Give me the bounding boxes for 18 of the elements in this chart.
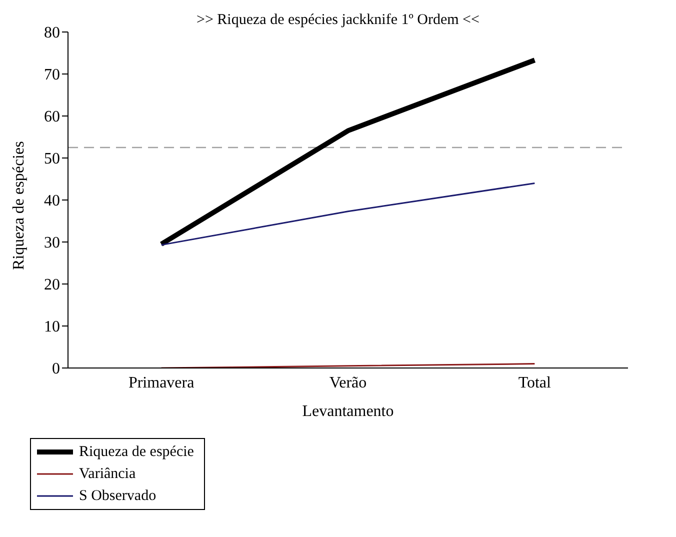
x-tick-label: Verão [329,374,367,392]
y-tick-label: 80 [44,24,60,42]
x-tick-label: Total [518,374,552,392]
x-tick-label: Primavera [128,374,194,392]
y-tick-label: 70 [44,66,60,84]
x-axis-title: Levantamento [302,403,394,420]
y-tick-label: 0 [52,360,60,378]
y-tick-label: 40 [44,192,60,210]
legend-label: Riqueza de espécie [79,444,194,460]
chart-title: >> Riqueza de espécies jackknife 1º Ordem << [196,12,480,28]
y-tick-label: 60 [44,108,60,126]
y-tick-label: 30 [44,234,60,252]
legend-label: S Observado [79,488,156,504]
legend-label: Variância [79,466,136,482]
y-tick-label: 10 [44,318,60,336]
y-axis-title: Riqueza de espécies [10,141,28,270]
y-tick-label: 20 [44,276,60,294]
y-tick-label: 50 [44,150,60,168]
